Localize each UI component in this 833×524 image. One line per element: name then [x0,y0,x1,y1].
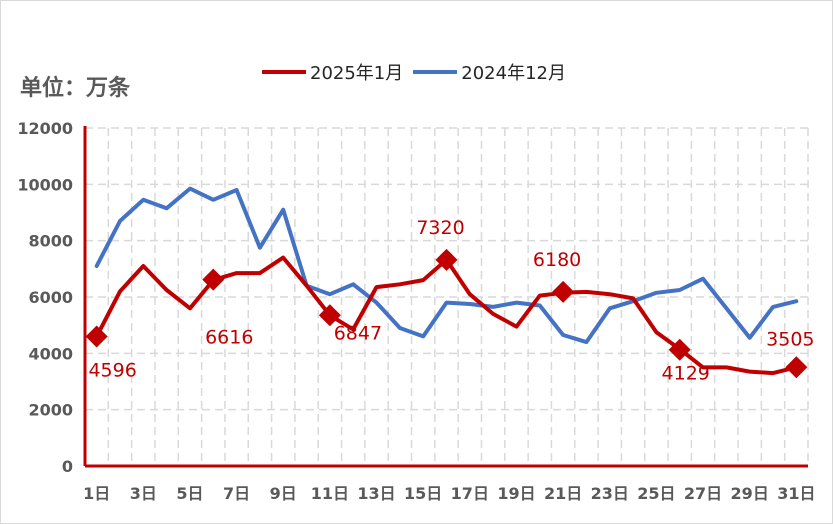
data-label: 3505 [766,328,814,350]
data-marker [202,268,225,291]
legend-item-jan-2025: 2025年1月 [262,59,403,85]
x-tick-label: 27日 [684,484,722,503]
y-tick-label: 10000 [17,175,73,194]
data-label: 6847 [334,322,382,344]
data-marker [668,338,691,361]
x-tick-label: 7日 [223,484,250,503]
x-tick-label: 11日 [311,484,349,503]
y-tick-label: 4000 [28,344,73,363]
x-tick-label: 25日 [637,484,675,503]
chart-legend: 2025年1月 2024年12月 [262,58,576,86]
x-tick-label: 17日 [451,484,489,503]
x-tick-label: 29日 [731,484,769,503]
data-label: 7320 [416,217,464,239]
legend-item-dec-2024: 2024年12月 [413,59,566,85]
data-marker [318,304,341,327]
x-tick-label: 19日 [497,484,535,503]
x-tick-label: 3日 [130,484,157,503]
y-tick-label: 0 [62,457,73,476]
data-label: 4596 [88,360,136,382]
series-line-dec-2024 [94,186,799,345]
data-marker [785,356,808,379]
x-tick-label: 5日 [176,484,203,503]
x-tick-label: 1日 [83,484,110,503]
data-marker [435,248,458,271]
y-tick-label: 12000 [17,119,73,138]
unit-label: 单位：万条 [20,76,131,101]
y-tick-label: 8000 [28,232,73,251]
legend-swatch-dec-2024 [413,70,458,74]
data-marker [552,280,575,303]
data-label: 4129 [662,363,710,385]
legend-label-dec-2024: 2024年12月 [461,63,566,84]
x-tick-label: 21日 [544,484,582,503]
x-tick-label: 9日 [270,484,297,503]
x-tick-label: 15日 [404,484,442,503]
legend-swatch-jan-2025 [262,70,306,74]
x-tick-label: 31日 [777,484,815,503]
data-label: 6616 [205,327,253,349]
x-tick-label: 13日 [357,484,395,503]
y-tick-label: 6000 [28,288,73,307]
legend-label-jan-2025: 2025年1月 [310,63,404,84]
data-marker [85,325,108,348]
x-tick-label: 23日 [591,484,629,503]
data-label: 6180 [533,249,581,271]
y-tick-label: 2000 [28,401,73,420]
